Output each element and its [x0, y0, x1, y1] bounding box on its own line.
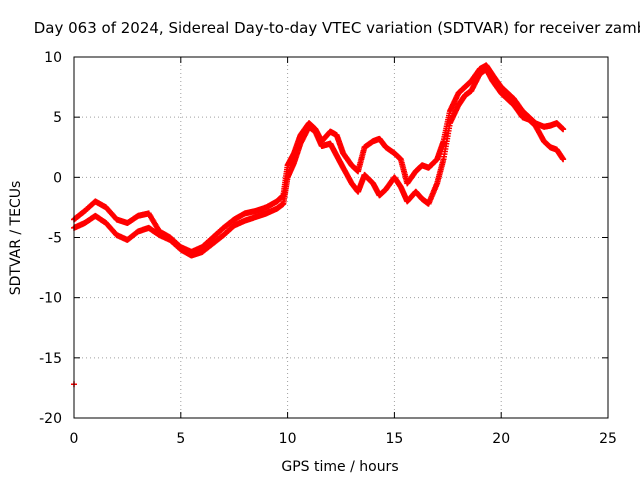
y-tick-label: 0 — [53, 170, 62, 186]
x-tick-label: 15 — [385, 431, 403, 447]
x-tick-label: 5 — [176, 431, 185, 447]
data-point — [560, 156, 567, 163]
y-tick-label: -20 — [39, 411, 62, 427]
y-tick-label: -10 — [39, 291, 62, 307]
y-axis-label: SDTVAR / TECUs — [8, 181, 24, 296]
axis-ticks — [73, 56, 609, 419]
x-tick-label: 10 — [279, 431, 297, 447]
x-tick-label: 25 — [599, 431, 617, 447]
y-tick-label: 10 — [44, 50, 62, 66]
x-tick-label: 20 — [492, 431, 510, 447]
y-tick-labels: 10 5 0 -5 -10 -15 -20 — [39, 50, 62, 427]
y-tick-label: 5 — [53, 110, 62, 126]
x-axis-label: GPS time / hours — [281, 459, 398, 475]
x-tick-labels: 0 5 10 15 20 25 — [70, 431, 617, 447]
chart-title: Day 063 of 2024, Sidereal Day-to-day VTE… — [34, 19, 640, 37]
x-tick-label: 0 — [70, 431, 79, 447]
data-point — [560, 126, 567, 133]
y-tick-label: -5 — [48, 231, 62, 247]
y-tick-label: -15 — [39, 351, 62, 367]
data-points — [71, 62, 567, 388]
